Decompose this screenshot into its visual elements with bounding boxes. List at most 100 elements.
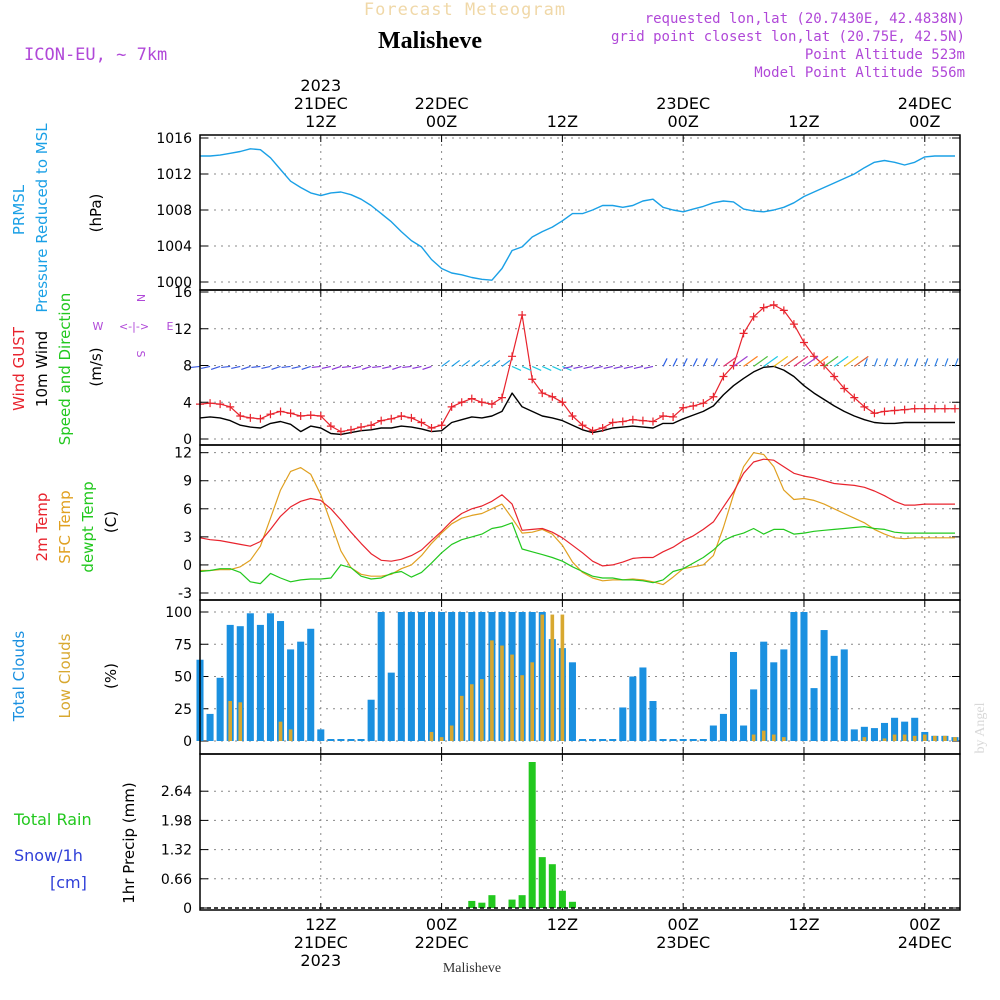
grid-point-coords: grid point closest lon,lat (20.75E, 42.5…: [611, 29, 965, 45]
wind-dir-label: Speed and Direction: [56, 293, 74, 446]
total-cloud-bar: [609, 739, 617, 741]
wind-unit: (m/s): [87, 347, 105, 386]
ytick-label: 4: [183, 395, 192, 411]
wind-arrow: [531, 365, 542, 371]
wind-arrow: [883, 358, 889, 367]
ytick-label: 1012: [156, 167, 192, 183]
wind-arrow: [501, 359, 511, 367]
total-cloud-bar: [820, 630, 828, 741]
total-cloud-bar: [709, 725, 717, 741]
total-cloud-bar: [740, 725, 748, 741]
panel-labels: PRMSL Pressure Reduced to MSL (hPa) Wind GU…: [10, 123, 174, 904]
gust-marker: [206, 399, 215, 408]
gust-marker: [820, 361, 829, 370]
wind-arrow: [372, 365, 382, 369]
gust-marker: [306, 411, 315, 420]
gust-marker: [648, 417, 657, 426]
low-cloud-bar: [953, 737, 957, 741]
panel-frame: [199, 444, 961, 601]
gust-marker: [890, 406, 899, 415]
wind-arrow: [803, 355, 819, 367]
total-cloud-bar: [448, 612, 456, 741]
ytick-label: 1016: [156, 131, 192, 147]
wind-arrow: [603, 365, 613, 370]
top-year-label: 2023: [300, 76, 341, 95]
wind-gust-line: [199, 304, 955, 433]
total-cloud-bar: [770, 662, 778, 741]
snow-label: Snow/1h: [14, 846, 83, 865]
compass-s: S: [134, 351, 147, 358]
low-cloud-bar: [288, 729, 293, 741]
total-cloud-bar: [407, 612, 415, 741]
wind-arrow: [672, 358, 678, 367]
wind-arrow: [633, 365, 644, 370]
sfc-temp-label: SFC Temp: [56, 490, 74, 563]
gust-marker: [387, 414, 396, 423]
wind-arrow: [311, 365, 321, 369]
gust-marker: [276, 407, 285, 416]
ytick-label: 1004: [156, 239, 192, 255]
gust-marker: [659, 412, 668, 421]
low-cloud-bar: [550, 614, 555, 741]
top-hour-label: 00Z: [426, 112, 457, 131]
gust-marker: [568, 412, 577, 421]
gust-marker: [417, 418, 426, 427]
top-hour-label: 00Z: [668, 112, 699, 131]
total-cloud-bar: [458, 612, 466, 741]
compass-e: E: [167, 320, 174, 333]
gust-marker: [538, 389, 547, 398]
low-cloud-bar: [862, 737, 867, 741]
wind-arrow: [563, 365, 573, 370]
total-cloud-bar: [236, 626, 244, 741]
gust-marker: [598, 423, 607, 432]
bottom-date-label: 24DEC: [898, 933, 952, 952]
total-cloud-bar: [719, 713, 727, 741]
wind-arrow: [511, 365, 522, 371]
wind-arrow: [712, 358, 718, 367]
top-hour-label: 12Z: [305, 112, 336, 131]
wind-arrow: [441, 359, 450, 367]
gust-marker: [316, 412, 325, 421]
watermark: by Angel: [973, 702, 988, 753]
low-cloud-bar: [238, 702, 243, 741]
wind-arrow: [573, 365, 583, 370]
total-cloud-bar: [830, 655, 838, 741]
sfc-temp-line: [200, 452, 955, 586]
gust-marker: [840, 384, 849, 393]
gust-marker: [236, 412, 245, 421]
wind-arrow: [521, 365, 532, 371]
model-label: ICON-EU, ~ 7km: [24, 45, 167, 65]
total-cloud-bar: [307, 628, 315, 741]
wind-arrow: [702, 358, 708, 367]
wind-arrow: [753, 355, 768, 367]
total-cloud-bar: [256, 624, 264, 741]
wind-arrow: [853, 355, 869, 367]
wind-arrow: [914, 358, 919, 367]
total-cloud-bar: [860, 726, 868, 741]
bottom-hour-label: 00Z: [426, 915, 457, 934]
rain-bar: [468, 900, 476, 908]
gust-marker: [638, 416, 647, 425]
gust-marker: [870, 409, 879, 418]
top-hour-label: 12Z: [788, 112, 819, 131]
snow-unit: [cm]: [50, 873, 87, 892]
total-cloud-bar: [689, 739, 697, 741]
low-cloud-bar: [429, 731, 434, 741]
wind-arrow: [682, 358, 688, 367]
wind-arrow: [261, 365, 271, 370]
wind-arrow: [733, 355, 748, 367]
total-cloud-bar: [428, 612, 436, 741]
wind-arrow: [281, 365, 291, 369]
gust-marker: [588, 426, 597, 435]
gust-marker: [377, 416, 386, 425]
ytick-label: 75: [174, 637, 192, 653]
dewpt-temp-line: [199, 522, 955, 585]
bottom-hour-label: 12Z: [788, 915, 819, 934]
wind-arrow: [643, 365, 654, 370]
top-hour-label: 00Z: [909, 112, 940, 131]
total-cloud-bar: [599, 739, 607, 741]
wind-arrow: [331, 365, 342, 370]
gust-marker: [699, 399, 708, 408]
